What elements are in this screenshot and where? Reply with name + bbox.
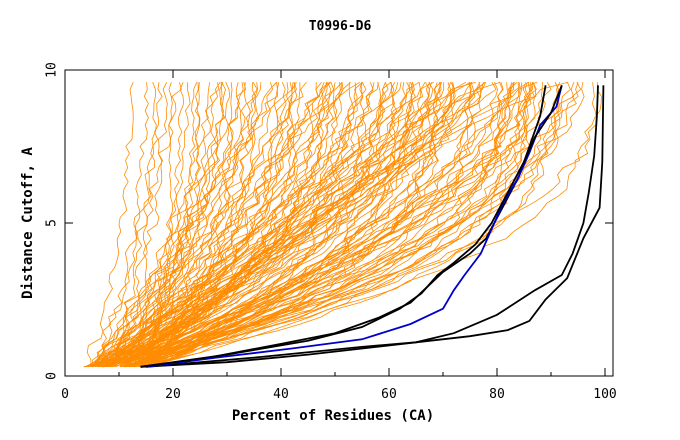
model-curve (101, 81, 569, 368)
model-curve (103, 82, 504, 368)
model-curve (91, 82, 472, 368)
model-curve (103, 81, 420, 367)
model-curve (125, 82, 552, 368)
model-curve (124, 81, 486, 368)
model-curve (126, 81, 471, 367)
model-curve (109, 82, 484, 368)
model-curve (121, 81, 530, 368)
highlight-curve-1 (140, 85, 605, 368)
model-curve (97, 81, 361, 368)
model-curve (141, 82, 185, 368)
model-curve (118, 82, 211, 367)
highlight-curves (140, 84, 605, 368)
model-curve (107, 82, 537, 368)
background-model-curves (83, 81, 602, 368)
x-tick-label: 60 (381, 387, 397, 402)
model-curve (95, 82, 240, 368)
model-curve (108, 82, 393, 368)
model-curve (130, 82, 274, 368)
x-tick-label: 100 (593, 387, 616, 402)
model-curve (144, 82, 529, 368)
model-curve (145, 81, 331, 368)
model-curve (126, 82, 532, 368)
model-curve (84, 82, 225, 368)
model-curve (131, 82, 585, 368)
model-curve (109, 82, 220, 368)
model-curve (151, 82, 579, 368)
model-curve (106, 82, 534, 368)
model-curve (104, 81, 538, 368)
model-curve (154, 82, 431, 368)
y-tick-label: 0 (45, 372, 60, 380)
highlight-curve-5 (140, 84, 563, 368)
model-curve (114, 82, 182, 367)
model-curve (91, 82, 262, 367)
model-curve (90, 82, 297, 368)
model-curve (135, 82, 396, 368)
model-curve (142, 82, 582, 368)
model-curve (133, 82, 559, 368)
model-curve (143, 81, 515, 368)
model-curve (125, 81, 277, 368)
model-curve (103, 82, 597, 368)
model-curve (90, 82, 247, 368)
model-curve (103, 82, 168, 367)
chart-title: T0996-D6 (309, 19, 372, 34)
model-curve (88, 82, 149, 368)
model-curve (106, 82, 482, 368)
model-curve (85, 81, 497, 368)
model-curve (119, 82, 442, 368)
x-tick-label: 40 (273, 387, 289, 402)
x-tick-label: 0 (61, 387, 69, 402)
model-curve (127, 82, 247, 367)
y-axis-ticks: 0 5 10 (45, 62, 613, 380)
model-curve (108, 81, 518, 368)
model-curve (142, 82, 407, 368)
model-curve (92, 82, 201, 367)
model-curve (87, 82, 258, 368)
model-curve (124, 82, 560, 368)
x-axis-ticks: 0 20 40 60 80 100 (61, 70, 617, 402)
model-curve (132, 81, 307, 368)
model-curve (127, 82, 575, 368)
model-curve (108, 81, 476, 367)
x-tick-label: 20 (165, 387, 181, 402)
model-curve (92, 82, 432, 368)
model-curve (122, 81, 343, 368)
y-tick-label: 5 (45, 219, 60, 227)
model-curve (126, 82, 375, 368)
highlight-curve-2 (145, 85, 599, 368)
model-curve (133, 82, 476, 368)
model-curve (99, 82, 287, 367)
model-curve (124, 82, 602, 368)
model-curve (108, 82, 225, 368)
model-curve (94, 82, 163, 367)
model-curve (111, 81, 501, 368)
model-curve (126, 81, 426, 367)
model-curve (130, 82, 445, 367)
y-tick-label: 10 (45, 62, 60, 78)
model-curve (149, 81, 322, 368)
x-axis-label: Percent of Residues (CA) (232, 408, 434, 424)
model-curve (91, 82, 487, 368)
model-curve (121, 81, 486, 368)
model-curve (134, 81, 332, 367)
model-curve (86, 82, 134, 367)
x-tick-label: 80 (489, 387, 505, 402)
model-curve (102, 81, 467, 367)
model-curve (127, 82, 278, 367)
y-axis-label: Distance Cutoff, A (20, 147, 36, 299)
model-curve (154, 82, 537, 368)
model-curve (111, 82, 528, 368)
